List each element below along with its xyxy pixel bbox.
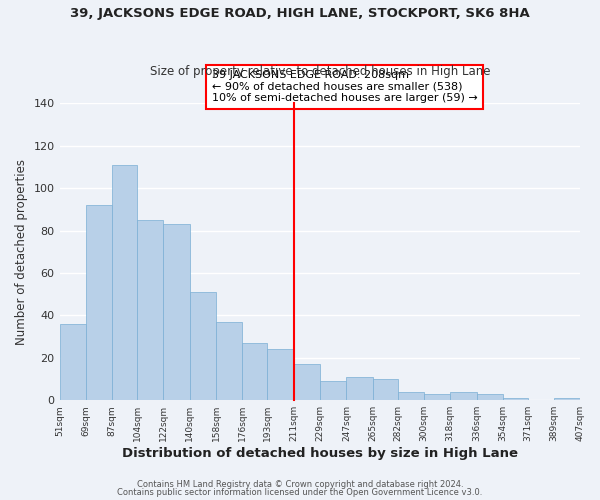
Text: Contains public sector information licensed under the Open Government Licence v3: Contains public sector information licen… [118,488,482,497]
Text: 39 JACKSONS EDGE ROAD: 208sqm
← 90% of detached houses are smaller (538)
10% of : 39 JACKSONS EDGE ROAD: 208sqm ← 90% of d… [212,70,478,103]
Bar [293,364,320,400]
Bar [503,398,528,400]
Bar [112,165,137,400]
Bar [476,394,503,400]
Bar [163,224,190,400]
Bar [424,394,450,400]
Bar [59,324,86,400]
Bar [242,343,268,400]
Bar [268,350,293,400]
Title: Size of property relative to detached houses in High Lane: Size of property relative to detached ho… [150,66,490,78]
Bar [320,381,346,400]
X-axis label: Distribution of detached houses by size in High Lane: Distribution of detached houses by size … [122,447,518,460]
Bar [450,392,476,400]
Bar [86,205,112,400]
Bar [190,292,216,400]
Bar [373,379,398,400]
Text: 39, JACKSONS EDGE ROAD, HIGH LANE, STOCKPORT, SK6 8HA: 39, JACKSONS EDGE ROAD, HIGH LANE, STOCK… [70,8,530,20]
Text: Contains HM Land Registry data © Crown copyright and database right 2024.: Contains HM Land Registry data © Crown c… [137,480,463,489]
Bar [216,322,242,400]
Bar [554,398,581,400]
Bar [346,377,373,400]
Bar [398,392,424,400]
Bar [137,220,163,400]
Y-axis label: Number of detached properties: Number of detached properties [15,158,28,344]
